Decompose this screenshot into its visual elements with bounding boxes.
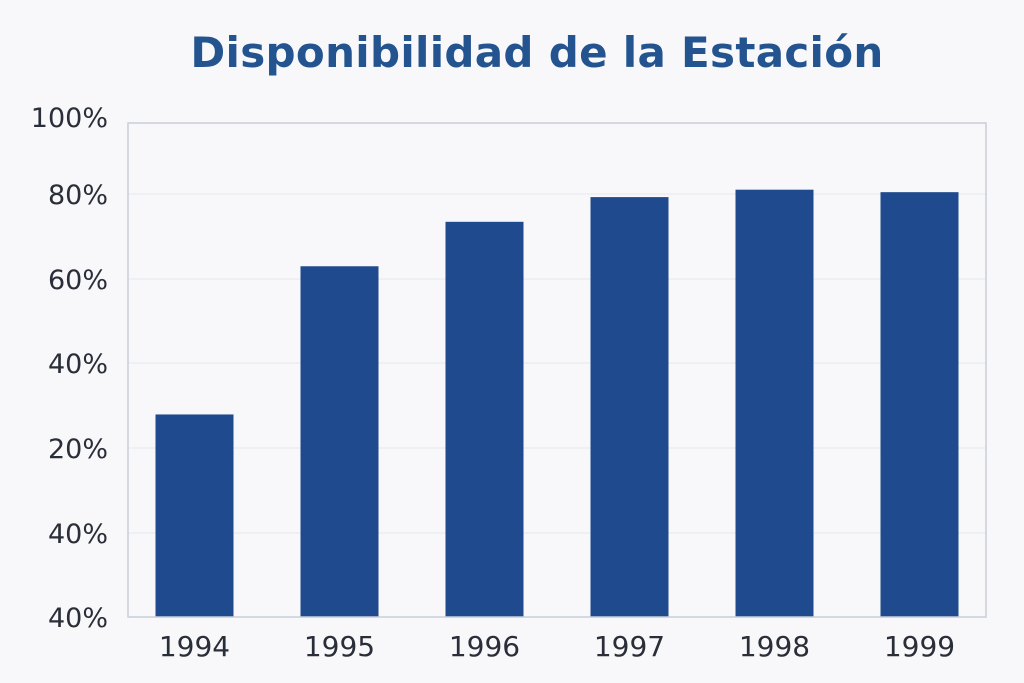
y-tick-label: 80%: [48, 180, 108, 211]
bar-1996: [445, 221, 524, 618]
x-tick-label: 1994: [159, 630, 230, 663]
x-tick-label: 1996: [449, 630, 520, 663]
grid-layer: [128, 193, 986, 534]
x-tick-label: 1995: [304, 630, 375, 663]
bar-1997: [590, 197, 669, 617]
bar-layer: [155, 189, 959, 618]
y-tick-label: 40%: [48, 349, 108, 380]
x-tick-label: 1999: [884, 630, 955, 663]
y-tick-label: 60%: [48, 265, 108, 296]
plot-frame: [127, 122, 987, 618]
y-axis-ticks: 40% 40% 20% 40% 60% 80% 100%: [31, 103, 108, 634]
bar-1999: [880, 192, 959, 617]
bar-1994: [155, 414, 234, 617]
x-tick-label: 1998: [739, 630, 810, 663]
x-axis-ticks: 1994 1995 1996 1997 1998 1999: [159, 630, 955, 663]
bar-1998: [735, 189, 814, 617]
y-tick-label: 40%: [48, 519, 108, 550]
x-tick-label: 1997: [594, 630, 665, 663]
bar-1995: [300, 266, 379, 617]
y-tick-label: 40%: [48, 603, 108, 634]
chart-title: Disponibilidad de la Estación: [190, 28, 884, 77]
y-tick-label: 100%: [31, 103, 108, 134]
y-tick-label: 20%: [48, 434, 108, 465]
